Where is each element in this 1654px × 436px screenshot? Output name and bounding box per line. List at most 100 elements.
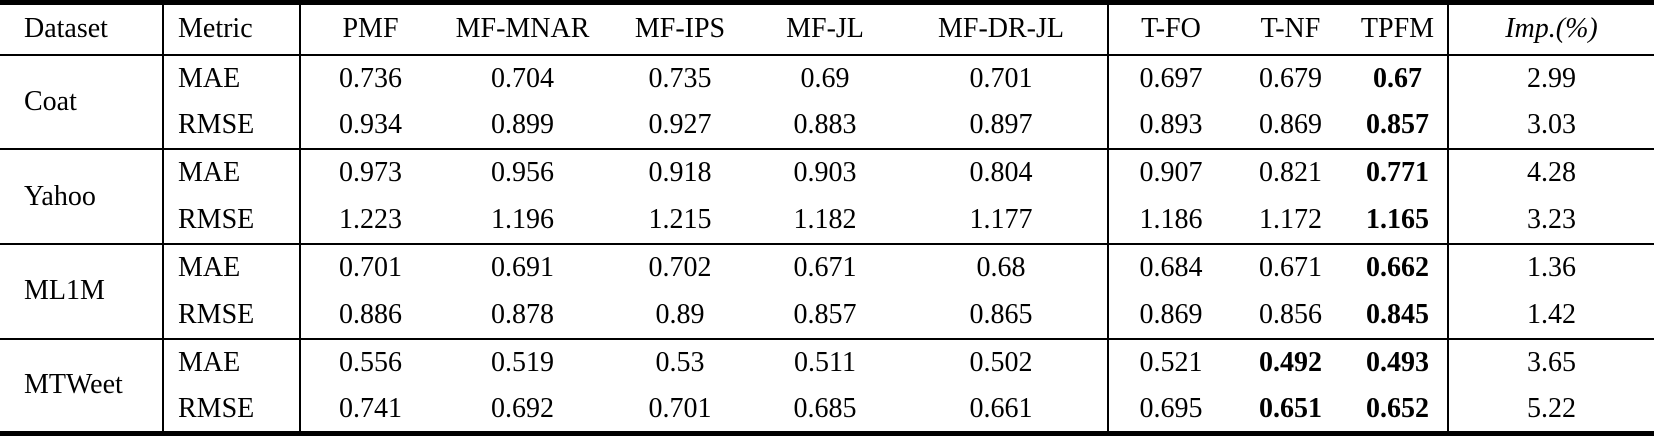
- group-mtweet: MTWeet MAE 0.556 0.519 0.53 0.511 0.502 …: [0, 338, 1654, 434]
- metric-label: MAE: [163, 244, 301, 292]
- cell-pmf: 0.973: [339, 157, 402, 189]
- cell-mf-dr-jl: 1.177: [895, 196, 1109, 244]
- cell-mf-jl: 0.69: [800, 62, 850, 94]
- metric-label: RMSE: [163, 386, 301, 434]
- cell-tpfm: 1.165: [1348, 196, 1449, 244]
- table-row: RMSE 0.741 0.692 0.701 0.685 0.661 0.695…: [0, 386, 1654, 434]
- cell-improvement: 5.22: [1527, 392, 1576, 424]
- cell-tpfm: 0.67: [1348, 54, 1449, 102]
- cell-pmf: 0.736: [339, 62, 402, 94]
- cell-improvement: 2.99: [1527, 62, 1576, 94]
- col-header-improvement: Imp.(%): [1505, 13, 1598, 45]
- cell-mf-jl: 0.903: [793, 157, 857, 189]
- cell-pmf: 0.934: [339, 109, 402, 141]
- cell-mf-ips: 0.53: [655, 346, 705, 378]
- metric-label: RMSE: [163, 101, 301, 150]
- dataset-label: Coat: [0, 54, 164, 150]
- cell-mf-ips: 0.918: [648, 157, 712, 189]
- cell-pmf: 1.223: [339, 203, 402, 235]
- cell-t-fo: 0.697: [1139, 62, 1203, 94]
- cell-tpfm: 0.845: [1348, 291, 1449, 339]
- cell-t-nf: 1.172: [1259, 203, 1322, 235]
- cell-t-fo: 0.521: [1139, 346, 1203, 378]
- col-header-mf-ips: MF-IPS: [634, 13, 726, 45]
- cell-t-nf: 0.821: [1259, 157, 1322, 189]
- cell-mf-jl: 0.883: [793, 109, 857, 141]
- cell-t-nf: 0.869: [1259, 109, 1322, 141]
- cell-mf-mnar: 0.519: [491, 346, 554, 378]
- group-coat: Coat MAE 0.736 0.704 0.735 0.69 0.701 0.…: [0, 54, 1654, 150]
- cell-t-nf: 0.679: [1259, 62, 1322, 94]
- cell-pmf: 0.741: [339, 392, 402, 424]
- cell-mf-mnar: 0.899: [491, 109, 554, 141]
- table-row: Yahoo MAE 0.973 0.956 0.918 0.903 0.804 …: [0, 149, 1654, 244]
- cell-tpfm: 0.652: [1348, 386, 1449, 434]
- cell-mf-jl: 1.182: [793, 203, 857, 235]
- dataset-label: MTWeet: [0, 338, 164, 434]
- cell-t-nf: 0.671: [1259, 252, 1322, 284]
- cell-t-fo: 0.907: [1139, 157, 1203, 189]
- col-header-mf-dr-jl: MF-DR-JL: [895, 2, 1109, 55]
- cell-t-nf: 0.492: [1259, 346, 1322, 378]
- cell-improvement: 4.28: [1527, 157, 1576, 189]
- cell-mf-ips: 0.701: [648, 392, 712, 424]
- col-header-dataset: Dataset: [0, 2, 164, 55]
- table-row: ML1M MAE 0.701 0.691 0.702 0.671 0.68 0.…: [0, 244, 1654, 339]
- cell-mf-dr-jl: 0.661: [895, 386, 1109, 434]
- cell-tpfm: 0.857: [1348, 101, 1449, 150]
- cell-tpfm: 0.662: [1348, 244, 1449, 292]
- cell-mf-mnar: 1.196: [491, 203, 554, 235]
- cell-improvement: 1.42: [1527, 298, 1576, 330]
- cell-mf-mnar: 0.691: [491, 252, 554, 284]
- header-row: Dataset Metric PMF MF-MNAR MF-IPS MF-JL …: [0, 2, 1654, 55]
- cell-mf-dr-jl: 0.68: [895, 244, 1109, 292]
- col-header-tpfm: TPFM: [1348, 2, 1449, 55]
- col-header-pmf: PMF: [342, 13, 399, 45]
- cell-tpfm: 0.771: [1348, 149, 1449, 197]
- table-row: MTWeet MAE 0.556 0.519 0.53 0.511 0.502 …: [0, 338, 1654, 434]
- cell-mf-dr-jl: 0.502: [895, 338, 1109, 387]
- dataset-label: ML1M: [0, 244, 164, 339]
- cell-mf-dr-jl: 0.865: [895, 291, 1109, 339]
- group-yahoo: Yahoo MAE 0.973 0.956 0.918 0.903 0.804 …: [0, 149, 1654, 244]
- cell-mf-jl: 0.671: [793, 252, 857, 284]
- cell-mf-jl: 0.685: [793, 392, 857, 424]
- cell-mf-jl: 0.857: [793, 298, 857, 330]
- col-header-t-nf: T-NF: [1260, 13, 1321, 45]
- cell-improvement: 1.36: [1527, 252, 1576, 284]
- cell-mf-ips: 0.89: [655, 298, 705, 330]
- cell-mf-mnar: 0.704: [491, 62, 554, 94]
- metric-label: MAE: [163, 54, 301, 102]
- metric-label: MAE: [163, 338, 301, 387]
- col-header-metric: Metric: [163, 2, 301, 55]
- table-row: RMSE 0.934 0.899 0.927 0.883 0.897 0.893…: [0, 101, 1654, 150]
- cell-t-fo: 0.869: [1139, 298, 1203, 330]
- group-ml1m: ML1M MAE 0.701 0.691 0.702 0.671 0.68 0.…: [0, 244, 1654, 339]
- dataset-label: Yahoo: [0, 149, 164, 244]
- col-header-t-fo: T-FO: [1141, 13, 1201, 45]
- cell-pmf: 0.556: [339, 346, 402, 378]
- table-header: Dataset Metric PMF MF-MNAR MF-IPS MF-JL …: [0, 2, 1654, 55]
- cell-mf-mnar: 0.956: [491, 157, 554, 189]
- cell-mf-dr-jl: 0.897: [895, 101, 1109, 150]
- cell-t-fo: 1.186: [1139, 203, 1203, 235]
- cell-mf-dr-jl: 0.804: [895, 149, 1109, 197]
- table-row: RMSE 0.886 0.878 0.89 0.857 0.865 0.869 …: [0, 291, 1654, 339]
- metric-label: MAE: [163, 149, 301, 197]
- cell-mf-dr-jl: 0.701: [895, 54, 1109, 102]
- col-header-mf-mnar: MF-MNAR: [455, 13, 590, 45]
- cell-improvement: 3.65: [1527, 346, 1576, 378]
- cell-pmf: 0.886: [339, 298, 402, 330]
- cell-pmf: 0.701: [339, 252, 402, 284]
- metric-label: RMSE: [163, 196, 301, 244]
- table-row: RMSE 1.223 1.196 1.215 1.182 1.177 1.186…: [0, 196, 1654, 244]
- cell-improvement: 3.03: [1527, 109, 1576, 141]
- cell-tpfm: 0.493: [1348, 338, 1449, 387]
- cell-mf-ips: 0.927: [648, 109, 712, 141]
- cell-mf-ips: 0.702: [648, 252, 712, 284]
- metric-label: RMSE: [163, 291, 301, 339]
- cell-t-fo: 0.684: [1139, 252, 1203, 284]
- cell-mf-mnar: 0.878: [491, 298, 554, 330]
